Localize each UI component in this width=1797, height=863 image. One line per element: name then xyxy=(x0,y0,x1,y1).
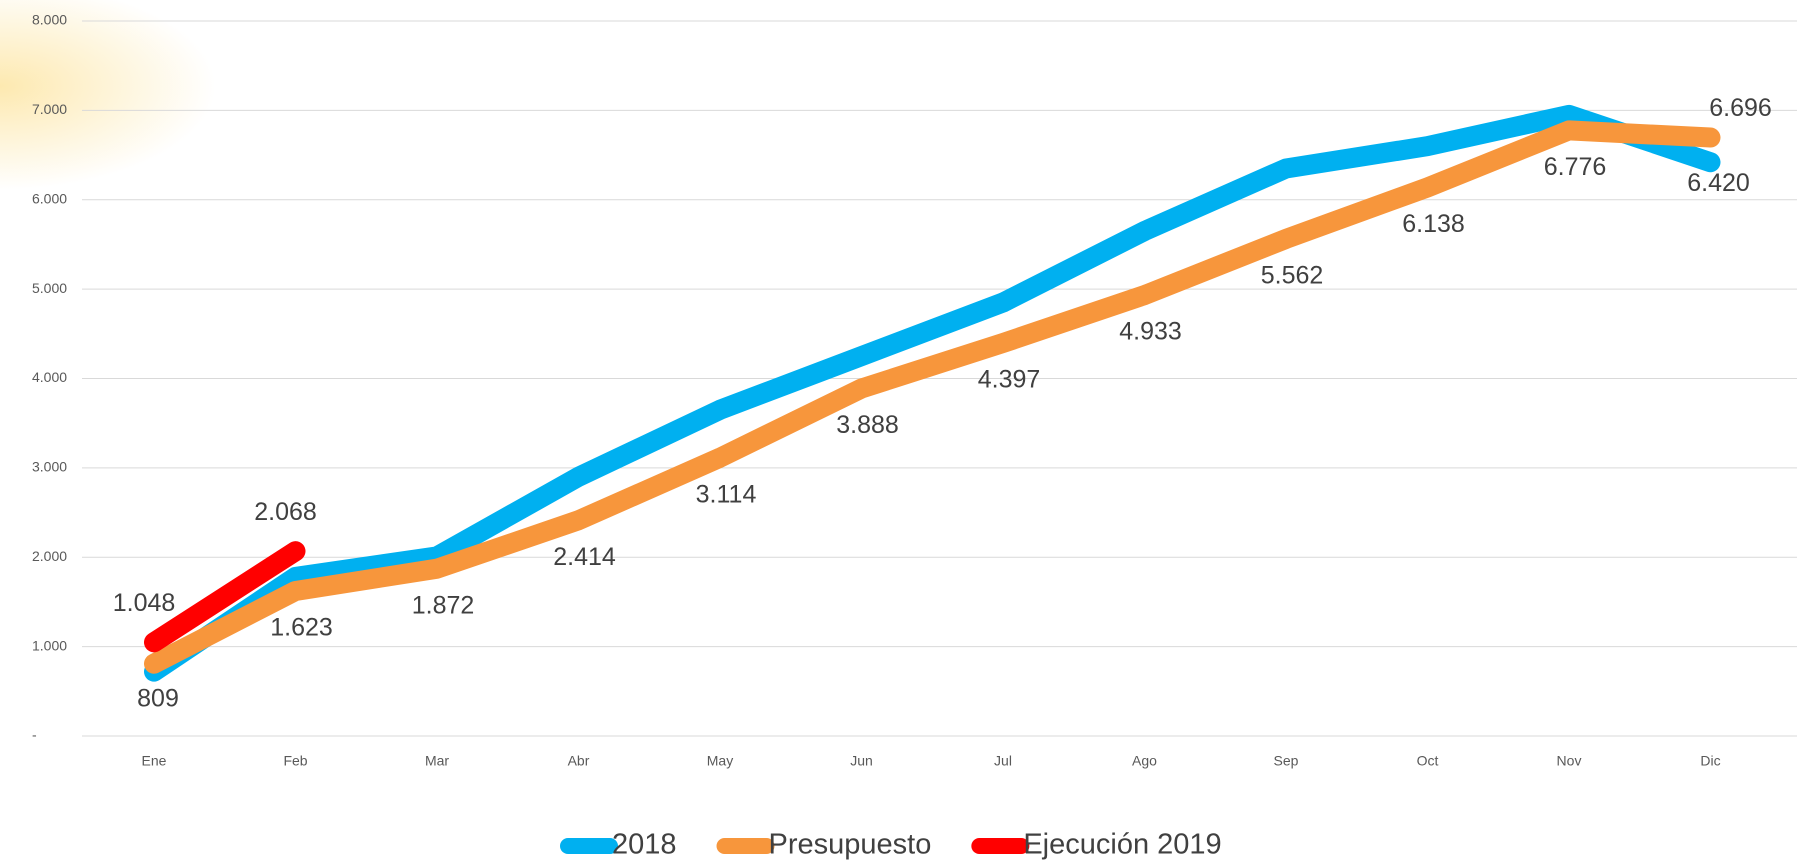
data-label: 2.068 xyxy=(254,498,317,526)
series-line xyxy=(144,120,1721,674)
y-tick-label: 3.000 xyxy=(32,459,67,475)
data-label: 2.414 xyxy=(553,543,616,571)
data-label: 6.776 xyxy=(1544,153,1607,181)
legend-label: Ejecución 2019 xyxy=(1023,829,1221,861)
grid: - 1.000 2.000 3.000 4.000 5.000 6.000 7.000 8.00… xyxy=(32,12,1797,769)
data-label: 4.933 xyxy=(1119,318,1182,346)
x-tick-label: Oct xyxy=(1417,753,1439,769)
x-tick-label: Jul xyxy=(994,753,1012,769)
legend: 2018 Presupuesto Ejecución 2019 xyxy=(560,829,1222,861)
y-tick-label: 6.000 xyxy=(32,190,67,206)
x-tick-label: Feb xyxy=(283,753,307,769)
data-label: 6.420 xyxy=(1687,169,1750,197)
y-tick-label: 1.000 xyxy=(32,637,67,653)
x-tick-label: Abr xyxy=(568,753,590,769)
data-label: 5.562 xyxy=(1261,262,1324,290)
data-label: 6.696 xyxy=(1709,94,1772,122)
y-tick-label: 2.000 xyxy=(32,548,67,564)
labels: 6.420 809 1.623 1.872 2.414 3.114 3.888 4.397 4.… xyxy=(113,94,1772,712)
y-tick-label: 8.000 xyxy=(32,12,67,28)
data-label: 3.888 xyxy=(836,411,899,439)
data-label: 6.138 xyxy=(1402,210,1465,238)
y-tick-label: 7.000 xyxy=(32,101,67,117)
legend-label: Presupuesto xyxy=(769,829,932,861)
data-label: 1.048 xyxy=(113,589,176,617)
data-label: 1.872 xyxy=(412,591,475,619)
data-label: 1.623 xyxy=(270,614,333,642)
y-tick-label: 5.000 xyxy=(32,280,67,296)
x-tick-label: Mar xyxy=(425,753,449,769)
series-line xyxy=(144,541,306,653)
plot xyxy=(144,104,1721,682)
data-label: 809 xyxy=(137,684,179,712)
series-line xyxy=(144,104,1721,682)
legend-label: 2018 xyxy=(612,829,677,861)
x-tick-label: Jun xyxy=(850,753,873,769)
x-tick-label: Sep xyxy=(1274,753,1299,769)
data-label: 4.397 xyxy=(978,366,1041,394)
x-tick-label: May xyxy=(707,753,733,769)
x-tick-label: Nov xyxy=(1557,753,1582,769)
y-tick-label: 4.000 xyxy=(32,369,67,385)
x-tick-label: Ene xyxy=(142,753,167,769)
x-tick-label: Dic xyxy=(1700,753,1720,769)
data-label: 3.114 xyxy=(696,480,757,508)
x-tick-label: Ago xyxy=(1132,753,1157,769)
y-tick-label: - xyxy=(32,727,37,743)
